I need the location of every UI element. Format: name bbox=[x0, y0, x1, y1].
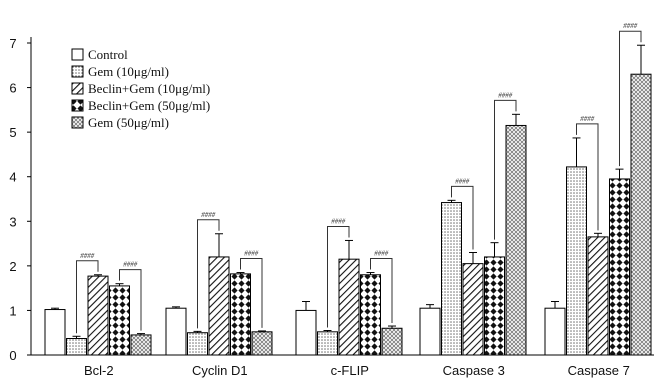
bar bbox=[441, 202, 462, 356]
bar bbox=[462, 263, 484, 356]
bar bbox=[187, 332, 208, 356]
bar bbox=[66, 338, 87, 356]
legend-swatch bbox=[71, 48, 84, 61]
bar bbox=[566, 166, 587, 356]
legend: Control Gem (10μg/ml) Beclin+Gem (10μg/ml)… bbox=[71, 47, 210, 130]
significance-bracket bbox=[494, 99, 517, 240]
bar bbox=[44, 309, 66, 356]
error-bars bbox=[51, 44, 645, 339]
significance-label: #### bbox=[123, 261, 138, 269]
significance-label: #### bbox=[244, 250, 259, 258]
legend-label: Gem (50μg/ml) bbox=[88, 115, 169, 130]
x-tick-label: Caspase 3 bbox=[443, 363, 505, 378]
bar bbox=[381, 327, 403, 356]
x-tick-label: Bcl-2 bbox=[84, 363, 114, 378]
x-tick-label: c-FLIP bbox=[331, 363, 369, 378]
y-tick-label: 6 bbox=[9, 81, 16, 96]
significance-bracket bbox=[119, 269, 142, 331]
bar bbox=[87, 275, 109, 356]
significance-label: #### bbox=[201, 211, 216, 219]
significance-label: #### bbox=[455, 177, 470, 185]
y-tick-label: 2 bbox=[9, 259, 16, 274]
bar bbox=[165, 307, 187, 356]
legend-label: Beclin+Gem (10μg/ml) bbox=[88, 81, 210, 96]
significance-bracket bbox=[240, 258, 263, 328]
significance-bracket bbox=[370, 258, 393, 324]
significance-bracket bbox=[76, 260, 99, 334]
y-tick-label: 7 bbox=[9, 36, 16, 51]
bar bbox=[109, 285, 130, 356]
bar bbox=[544, 307, 566, 356]
x-tick-label: Caspase 7 bbox=[568, 363, 630, 378]
bar bbox=[505, 124, 527, 356]
legend-swatch bbox=[71, 65, 84, 78]
bar bbox=[130, 334, 152, 356]
bar bbox=[317, 331, 338, 356]
bar bbox=[295, 309, 317, 356]
bar bbox=[208, 256, 230, 356]
legend-label: Beclin+Gem (50μg/ml) bbox=[88, 98, 210, 113]
significance-bracket bbox=[327, 225, 350, 328]
legend-label: Gem (10μg/ml) bbox=[88, 64, 169, 79]
bar bbox=[360, 274, 381, 356]
y-tick-label: 0 bbox=[9, 348, 16, 363]
significance-bracket bbox=[576, 123, 599, 231]
legend-swatch bbox=[71, 82, 84, 95]
legend-swatch bbox=[71, 116, 84, 129]
y-tick-label: 1 bbox=[9, 303, 16, 318]
significance-bracket bbox=[451, 185, 474, 250]
bar bbox=[338, 258, 360, 356]
significance-label: #### bbox=[331, 217, 346, 225]
bar bbox=[251, 331, 273, 356]
significance-bracket bbox=[619, 30, 642, 167]
axes: 0 1 2 3 4 5 6 7 Bcl-2 Cyclin D1 c-FLIP Caspase 3 Cas… bbox=[9, 36, 654, 378]
y-tick-label: 4 bbox=[9, 170, 16, 185]
significance-brackets: #### #### #### #### #### #### #### #### #### #### bbox=[76, 22, 642, 334]
significance-bracket bbox=[197, 219, 220, 329]
bar bbox=[230, 273, 251, 356]
bar bbox=[587, 236, 609, 356]
y-tick-label: 5 bbox=[9, 125, 16, 140]
significance-label: #### bbox=[580, 115, 595, 123]
x-tick-label: Cyclin D1 bbox=[192, 363, 248, 378]
y-tick-label: 3 bbox=[9, 214, 16, 229]
significance-label: #### bbox=[498, 91, 513, 99]
bar bbox=[609, 178, 630, 356]
legend-label: Control bbox=[88, 47, 128, 62]
significance-label: #### bbox=[80, 252, 95, 260]
significance-label: #### bbox=[623, 22, 638, 30]
bar bbox=[630, 73, 652, 356]
legend-swatch bbox=[71, 99, 84, 112]
significance-label: #### bbox=[374, 250, 389, 258]
bar bbox=[484, 256, 505, 356]
bar bbox=[419, 307, 441, 356]
